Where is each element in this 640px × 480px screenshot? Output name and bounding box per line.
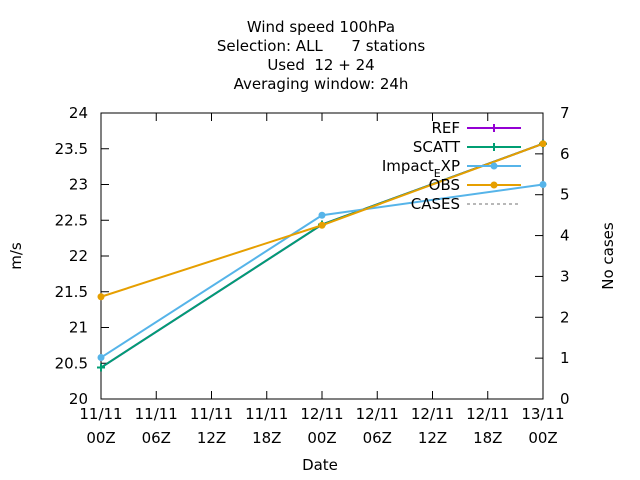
legend-marker-scatt	[490, 143, 498, 151]
title-line: Selection: ALL 7 stations	[217, 37, 425, 55]
y-tick-label: 21	[69, 319, 88, 337]
x-tick-label-time: 00Z	[307, 429, 336, 447]
series-line-impact_exp	[100, 183, 544, 359]
title-line: Wind speed 100hPa	[247, 18, 395, 36]
y2-tick-label: 0	[560, 390, 570, 408]
legend-label-obs: OBS	[429, 176, 460, 194]
y-tick-label: 20	[69, 390, 88, 408]
y2-tick-label: 3	[560, 267, 570, 285]
y-tick-label: 24	[69, 104, 88, 122]
x-tick-label-time: 06Z	[142, 429, 171, 447]
series-line-ref	[100, 142, 544, 369]
y2-tick-label: 5	[560, 186, 570, 204]
y-tick-label: 23	[69, 176, 88, 194]
x-tick-label-time: 00Z	[528, 429, 557, 447]
x-axis: 11/11 00Z 11/11 06Z 11/11 12Z 11/11 18Z 12/11 00Z…	[79, 113, 565, 447]
legend-label-scatt: SCATT	[413, 138, 461, 156]
data-point-obs	[318, 221, 326, 229]
x-tick-label-date: 12/11	[300, 405, 343, 423]
data-point-impact_exp	[318, 211, 326, 219]
data-point-obs	[97, 293, 105, 301]
x-tick-label-date: 11/11	[190, 405, 233, 423]
y-axis-label: m/s	[7, 242, 25, 270]
data-point-impact_exp	[97, 354, 105, 362]
data-point-obs	[539, 140, 547, 148]
x-tick-label-time: 06Z	[363, 429, 392, 447]
x-tick-label-date: 11/11	[135, 405, 178, 423]
y-tick-label: 20.5	[55, 354, 88, 372]
y-axis-left: 20 20.5 21 21.5 22 22.5 23 23.5 24	[55, 104, 109, 408]
series-line-scatt	[100, 142, 544, 369]
legend-label-ref: REF	[431, 119, 460, 137]
y2-tick-label: 4	[560, 227, 570, 245]
x-tick-label-time: 18Z	[252, 429, 281, 447]
title-line: Used 12 + 24	[267, 56, 374, 74]
x-tick-label-time: 12Z	[418, 429, 447, 447]
data-point-scatt	[97, 363, 105, 372]
plot-frame	[100, 112, 544, 400]
x-tick-label-date: 13/11	[521, 405, 564, 423]
legend-marker-obs	[490, 181, 498, 189]
y-tick-label: 22.5	[55, 211, 88, 229]
y-tick-label: 22	[69, 247, 88, 265]
legend-marker-ref	[490, 124, 498, 132]
x-tick-label-date: 12/11	[356, 405, 399, 423]
x-tick-label-date: 11/11	[245, 405, 288, 423]
y-axis-right: 0 1 2 3 4 5 6 7	[535, 104, 570, 408]
y2-tick-label: 6	[560, 145, 570, 163]
title-line: Averaging window: 24h	[234, 75, 409, 93]
x-tick-label-time: 00Z	[86, 429, 115, 447]
x-tick-label-date: 11/11	[79, 405, 122, 423]
y2-tick-label: 2	[560, 308, 570, 326]
y-tick-label: 23.5	[55, 140, 88, 158]
x-tick-label-time: 12Z	[197, 429, 226, 447]
y-tick-label: 21.5	[55, 283, 88, 301]
legend-label-cases: CASES	[411, 195, 460, 213]
data-point-impact_exp	[539, 181, 547, 188]
x-tick-label-date: 12/11	[411, 405, 454, 423]
y2-tick-label: 1	[560, 349, 570, 367]
legend-marker-impact_exp	[490, 162, 498, 170]
legend-label-impact_exp: ImpactEXP	[382, 157, 460, 180]
x-tick-label-time: 18Z	[473, 429, 502, 447]
series-group	[97, 139, 547, 372]
x-tick-label-date: 12/11	[466, 405, 509, 423]
y2-axis-label: No cases	[599, 222, 617, 290]
y2-tick-label: 7	[560, 104, 570, 122]
x-axis-label: Date	[302, 456, 338, 474]
